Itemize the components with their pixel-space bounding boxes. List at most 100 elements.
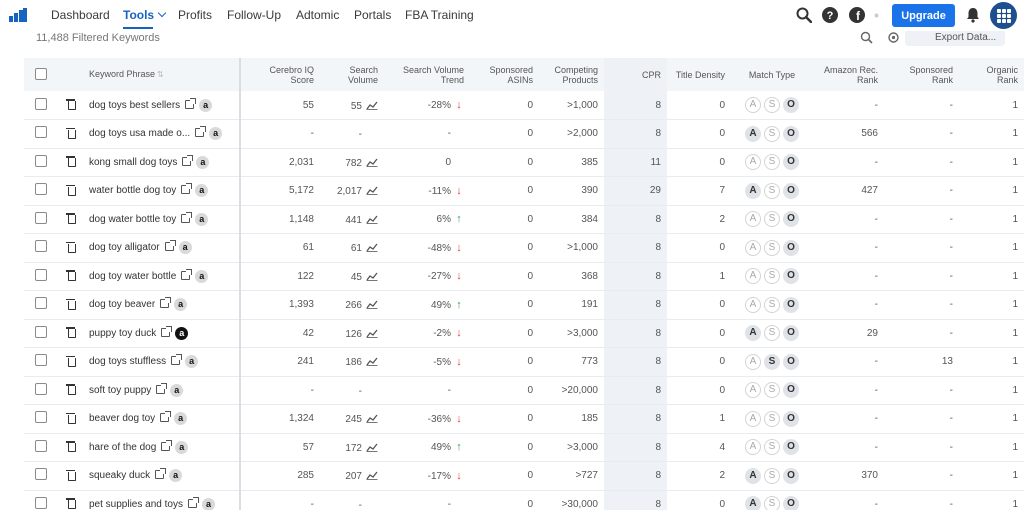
match-type-o-badge[interactable]: O — [783, 439, 799, 456]
trash-icon[interactable] — [66, 155, 76, 168]
export-data-button[interactable]: Export Data... — [905, 31, 1005, 46]
row-select-cell[interactable] — [24, 433, 58, 462]
row-select-cell[interactable] — [24, 490, 58, 510]
match-type-a-badge[interactable]: A — [745, 239, 761, 256]
row-delete-cell[interactable] — [58, 234, 83, 263]
amazon-icon[interactable]: a — [209, 127, 223, 141]
trend-chart-icon[interactable] — [366, 185, 378, 196]
amazon-icon[interactable]: a — [169, 469, 183, 483]
row-delete-cell[interactable] — [58, 462, 83, 491]
keyword-text[interactable]: dog toy beaver — [89, 299, 156, 311]
nav-follow-up[interactable]: Follow-Up — [227, 8, 282, 22]
table-row[interactable]: dog toys usa made o... a - - - 0 >2,000 8 0 A S O 56… — [24, 119, 1024, 148]
row-checkbox[interactable] — [35, 268, 47, 281]
external-link-icon[interactable] — [156, 382, 168, 394]
keyword-text[interactable]: dog toys usa made o... — [89, 128, 191, 140]
search-icon[interactable] — [796, 7, 812, 23]
match-type-s-badge[interactable]: S — [764, 410, 780, 427]
upgrade-button[interactable]: Upgrade — [892, 4, 955, 27]
amazon-icon[interactable]: a — [174, 298, 188, 312]
trash-icon[interactable] — [66, 383, 76, 396]
match-type-a-badge[interactable]: A — [745, 467, 761, 484]
match-type-a-badge[interactable]: A — [745, 125, 761, 142]
row-delete-cell[interactable] — [58, 177, 83, 206]
table-row[interactable]: squeaky duck a 285 207 -17% ↓ 0 >727 8 2 A S O 370 - 1 — [24, 461, 1024, 491]
match-type-s-badge[interactable]: S — [764, 296, 780, 313]
row-delete-cell[interactable] — [58, 433, 83, 462]
header-cpr[interactable]: CPR — [604, 58, 667, 91]
amazon-icon[interactable]: a — [195, 184, 209, 198]
help-icon[interactable]: ? — [822, 7, 838, 23]
keyword-text[interactable]: dog toy alligator — [89, 242, 160, 254]
match-type-o-badge[interactable]: O — [783, 211, 799, 228]
row-checkbox[interactable] — [35, 325, 47, 338]
table-row[interactable]: dog toy water bottle a 122 45 -27% ↓ 0 368 8 1 A S O… — [24, 262, 1024, 291]
table-row[interactable]: dog toys stuffless a 241 186 -5% ↓ 0 773 8 0 A S O - 1… — [24, 347, 1024, 376]
trash-icon[interactable] — [66, 269, 76, 282]
row-checkbox[interactable] — [35, 240, 47, 253]
keyword-text[interactable]: dog toys best sellers — [89, 99, 181, 111]
match-type-o-badge[interactable]: O — [783, 125, 799, 142]
amazon-icon[interactable]: a — [178, 241, 192, 255]
search-keywords-icon[interactable] — [860, 31, 873, 44]
match-type-o-badge[interactable]: O — [783, 268, 799, 285]
table-row[interactable]: beaver dog toy a 1,324 245 -36% ↓ 0 185 8 1 A S O - - 1 — [24, 404, 1024, 433]
table-row[interactable]: soft toy puppy a - - - 0 >20,000 8 0 A S O - - 1 — [24, 376, 1024, 405]
row-select-cell[interactable] — [24, 177, 58, 206]
amazon-icon[interactable]: a — [175, 326, 189, 340]
header-sponsored-rank[interactable]: Sponsored Rank — [884, 58, 959, 91]
keyword-text[interactable]: dog toy water bottle — [89, 270, 177, 282]
table-row[interactable]: kong small dog toys a 2,031 782 0 0 385 11 0 A S O -… — [24, 148, 1024, 177]
header-amazon-rec-rank[interactable]: Amazon Rec. Rank — [813, 58, 884, 91]
external-link-icon[interactable] — [161, 325, 173, 337]
header-select-all[interactable] — [24, 58, 58, 91]
external-link-icon[interactable] — [160, 297, 172, 309]
match-type-a-badge[interactable]: A — [745, 296, 761, 313]
row-delete-cell[interactable] — [58, 205, 83, 234]
keyword-text[interactable]: beaver dog toy — [89, 413, 156, 425]
table-row[interactable]: water bottle dog toy a 5,172 2,017 -11% ↓ 0 390… — [24, 176, 1024, 206]
nav-portals[interactable]: Portals — [354, 8, 392, 22]
match-type-o-badge[interactable]: O — [783, 182, 799, 199]
bell-icon[interactable] — [965, 7, 981, 23]
keyword-text[interactable]: kong small dog toys — [89, 156, 178, 168]
keyword-text[interactable]: puppy toy duck — [89, 327, 157, 339]
match-type-o-badge[interactable]: O — [783, 467, 799, 484]
nav-adtomic[interactable]: Adtomic — [296, 8, 340, 22]
nav-tools[interactable]: Tools — [123, 8, 167, 29]
select-all-checkbox[interactable] — [35, 67, 47, 80]
row-delete-cell[interactable] — [58, 376, 83, 405]
trash-icon[interactable] — [66, 241, 76, 253]
row-select-cell[interactable] — [24, 234, 58, 263]
trash-icon[interactable] — [66, 412, 76, 424]
external-link-icon[interactable] — [164, 240, 176, 252]
row-delete-cell[interactable] — [58, 490, 83, 510]
match-type-o-badge[interactable]: O — [783, 97, 799, 113]
row-select-cell[interactable] — [24, 376, 58, 405]
amazon-icon[interactable]: a — [174, 412, 188, 426]
keyword-text[interactable]: water bottle dog toy — [89, 185, 177, 197]
row-select-cell[interactable] — [24, 262, 58, 291]
match-type-s-badge[interactable]: S — [764, 353, 780, 370]
match-type-s-badge[interactable]: S — [764, 496, 780, 510]
trash-icon[interactable] — [66, 469, 76, 481]
header-volume-trend[interactable]: Search Volume Trend — [384, 58, 470, 91]
external-link-icon[interactable] — [195, 126, 207, 138]
table-row[interactable]: dog water bottle toy a 1,148 441 6% ↑ 0 384 8 2 A S… — [24, 205, 1024, 234]
trend-chart-icon[interactable] — [366, 100, 378, 110]
table-row[interactable]: dog toy beaver a 1,393 266 49% ↑ 0 191 8 0 A S O - - 1 — [24, 290, 1024, 319]
row-select-cell[interactable] — [24, 91, 58, 120]
facebook-icon[interactable]: f — [849, 7, 865, 23]
trash-icon[interactable] — [66, 298, 76, 310]
match-type-s-badge[interactable]: S — [764, 182, 780, 199]
match-type-o-badge[interactable]: O — [783, 296, 799, 313]
match-type-a-badge[interactable]: A — [745, 439, 761, 456]
amazon-icon[interactable]: a — [196, 155, 210, 169]
external-link-icon[interactable] — [182, 154, 194, 166]
external-link-icon[interactable] — [187, 496, 199, 508]
row-checkbox[interactable] — [35, 496, 47, 509]
row-checkbox[interactable] — [35, 154, 47, 167]
match-type-o-badge[interactable]: O — [783, 353, 799, 370]
match-type-s-badge[interactable]: S — [764, 211, 780, 228]
row-select-cell[interactable] — [24, 148, 58, 177]
